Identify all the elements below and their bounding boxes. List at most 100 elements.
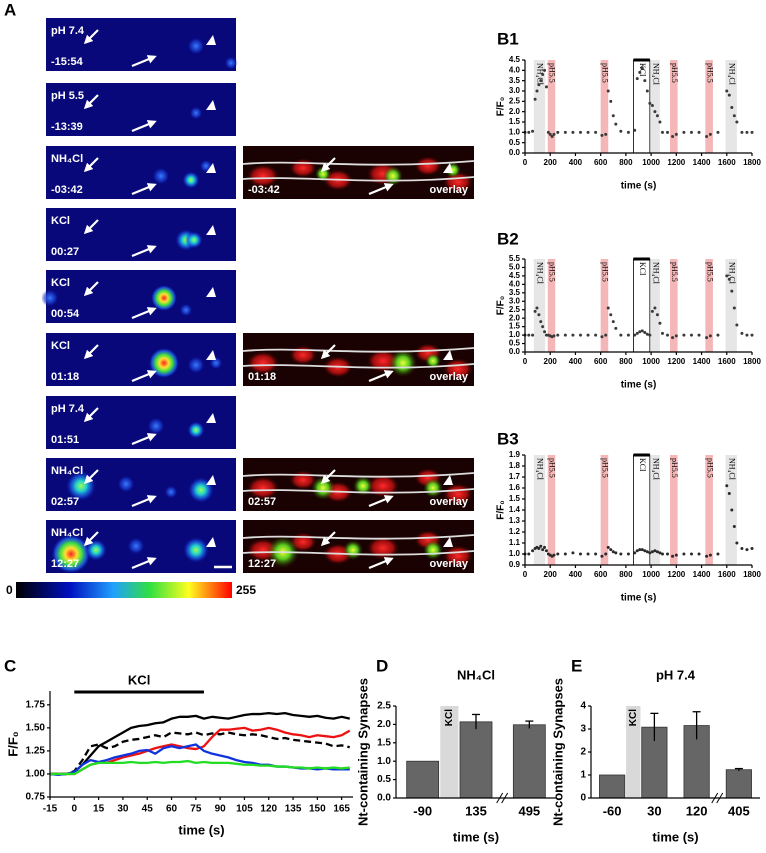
data-point bbox=[725, 484, 729, 488]
arrowhead-marker bbox=[206, 225, 216, 235]
arrow bbox=[83, 94, 99, 110]
data-point bbox=[543, 330, 547, 334]
y-tick-label: 0.5 bbox=[377, 774, 391, 785]
data-point bbox=[653, 549, 657, 553]
arrowhead-marker bbox=[443, 537, 453, 547]
data-point bbox=[640, 548, 644, 552]
fluorescent-spot bbox=[127, 537, 145, 555]
series-line bbox=[50, 711, 351, 776]
x-tick-label: 1600 bbox=[718, 158, 736, 167]
green-spot bbox=[383, 166, 403, 186]
data-point bbox=[563, 333, 567, 337]
data-point bbox=[541, 548, 545, 552]
region-label: NH₄Cl bbox=[727, 458, 736, 481]
data-point bbox=[533, 97, 537, 101]
fluorescent-spot bbox=[164, 485, 178, 499]
y-tick-label: 1.9 bbox=[509, 450, 521, 459]
data-point bbox=[531, 549, 535, 553]
micrograph: KCl 00:54 bbox=[41, 270, 236, 323]
x-tick-label: 135 bbox=[285, 804, 302, 815]
data-point bbox=[716, 130, 720, 134]
data-point bbox=[619, 333, 623, 337]
data-point bbox=[614, 122, 618, 126]
region-label: pH5.5 bbox=[548, 458, 557, 478]
x-tick-label: 1600 bbox=[718, 357, 736, 366]
series-line bbox=[50, 731, 351, 776]
arrowhead-marker bbox=[206, 287, 216, 297]
x-tick-label: 200 bbox=[544, 357, 558, 366]
fluorescent-spot bbox=[179, 303, 193, 317]
fluorescent-spot bbox=[189, 106, 203, 120]
arrowhead-marker bbox=[443, 163, 453, 173]
data-point bbox=[578, 130, 582, 134]
timestamp: 12:27 bbox=[248, 558, 276, 570]
fluorescent-spot bbox=[187, 37, 205, 55]
fluorescent-spot bbox=[182, 536, 210, 564]
arrow bbox=[131, 495, 157, 508]
x-tick-label: 400 bbox=[569, 158, 583, 167]
arrow bbox=[131, 433, 157, 446]
data-point bbox=[716, 333, 720, 337]
data-point bbox=[638, 330, 642, 334]
x-tick-label: 105 bbox=[236, 804, 253, 815]
fluorescent-spot bbox=[152, 167, 170, 185]
red-stain bbox=[442, 358, 474, 380]
region-label: pH5.5 bbox=[601, 63, 610, 83]
data-point bbox=[604, 333, 608, 337]
timestamp: -13:39 bbox=[51, 121, 83, 133]
data-point bbox=[600, 554, 604, 558]
x-tick-label: 1000 bbox=[642, 158, 660, 167]
fluorescent-spot bbox=[150, 284, 178, 312]
stimulus-region bbox=[533, 455, 546, 565]
region-label: KCl bbox=[638, 458, 647, 472]
x-tick-label: 200 bbox=[544, 570, 558, 579]
region-label: NH₄Cl bbox=[727, 262, 736, 285]
x-tick-label: 1200 bbox=[667, 357, 685, 366]
y-axis-title: F/F₀ bbox=[5, 731, 20, 756]
stimulus-region bbox=[725, 259, 737, 352]
y-tick-label: 1.6 bbox=[509, 483, 521, 492]
fluorescent-spot bbox=[187, 421, 205, 439]
stimulus-band bbox=[626, 706, 641, 798]
condition-label: KCl bbox=[51, 215, 70, 227]
data-point bbox=[671, 554, 675, 558]
x-tick-label: 800 bbox=[619, 357, 633, 366]
y-tick-label: 0.0 bbox=[509, 347, 521, 356]
data-point bbox=[735, 120, 739, 124]
y-tick-label: 1.5 bbox=[509, 494, 521, 503]
x-tick-label: 405 bbox=[728, 803, 750, 818]
data-point bbox=[619, 552, 623, 556]
y-tick-label: 3.5 bbox=[509, 76, 521, 85]
y-tick-label: 1.0 bbox=[377, 756, 391, 767]
bar bbox=[406, 760, 440, 799]
data-point bbox=[626, 130, 630, 134]
region-label: KCl bbox=[638, 63, 647, 77]
y-tick-label: 1.5 bbox=[509, 117, 521, 126]
region-label: pH5.5 bbox=[670, 63, 679, 83]
fluorescent-spot bbox=[117, 475, 135, 493]
fluorescent-spot bbox=[41, 289, 59, 307]
data-point bbox=[531, 333, 535, 337]
axon-outline bbox=[242, 550, 475, 556]
data-point bbox=[619, 129, 623, 133]
y-tick-label: 1.5 bbox=[509, 322, 521, 331]
x-tick-label: 1400 bbox=[693, 570, 711, 579]
y-tick-label: 1.7 bbox=[509, 472, 521, 481]
data-point bbox=[594, 333, 598, 337]
condition-label: NH₄Cl bbox=[51, 153, 83, 165]
y-tick-label: 2.5 bbox=[509, 305, 521, 314]
axon-outline bbox=[242, 488, 475, 494]
red-stain bbox=[246, 164, 280, 188]
data-point bbox=[705, 134, 709, 138]
data-point bbox=[635, 549, 639, 553]
region-label: NH₄Cl bbox=[727, 63, 736, 86]
data-point bbox=[682, 130, 686, 134]
data-point bbox=[546, 130, 550, 134]
data-point bbox=[614, 551, 618, 555]
chart-title: pH 7.4 bbox=[656, 667, 696, 682]
data-point bbox=[660, 130, 664, 134]
data-point bbox=[606, 89, 610, 93]
x-tick-label: 495 bbox=[518, 803, 540, 818]
timestamp: 00:27 bbox=[51, 246, 79, 258]
micrograph: pH 5.5 -13:39 bbox=[46, 83, 236, 136]
